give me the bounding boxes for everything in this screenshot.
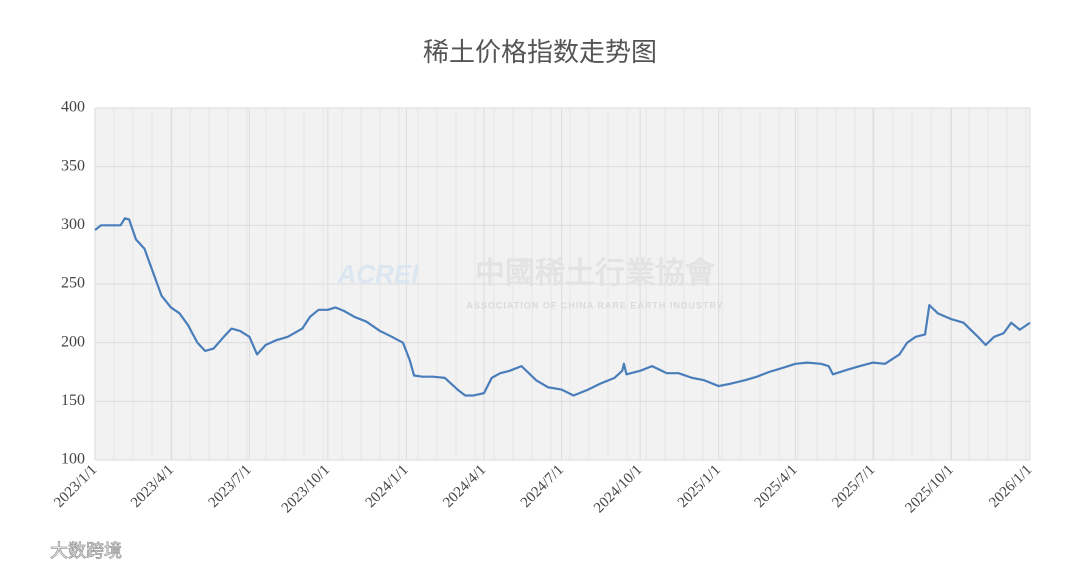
watermark-name: 中國稀土行業協會 xyxy=(475,256,716,290)
y-tick-label: 350 xyxy=(61,157,85,174)
chart-title: 稀土价格指数走势图 xyxy=(423,38,657,67)
y-tick-label: 250 xyxy=(61,275,85,292)
x-tick-label: 2023/4/1 xyxy=(128,462,177,511)
x-tick-label: 2024/1/1 xyxy=(363,462,412,511)
y-tick-label: 150 xyxy=(61,392,85,409)
watermark-logo: ACREI xyxy=(337,259,420,289)
x-tick-label: 2024/7/1 xyxy=(518,462,567,511)
x-tick-label: 2025/1/1 xyxy=(675,462,724,511)
x-tick-label: 2025/7/1 xyxy=(829,462,878,511)
x-tick-label: 2024/10/1 xyxy=(591,462,645,516)
x-tick-label: 2023/10/1 xyxy=(279,462,333,516)
x-tick-label: 2023/1/1 xyxy=(51,462,100,511)
x-tick-label: 2024/4/1 xyxy=(440,462,489,511)
y-tick-label: 200 xyxy=(61,333,85,350)
y-tick-label: 400 xyxy=(61,99,85,116)
source-mark: 大数跨境 xyxy=(50,541,122,562)
y-tick-label: 300 xyxy=(61,216,85,233)
x-tick-label: 2023/7/1 xyxy=(206,462,255,511)
x-tick-label: 2025/4/1 xyxy=(752,462,801,511)
data-line xyxy=(94,217,1031,397)
watermark-subtitle: ASSOCIATION OF CHINA RARE EARTH INDUSTRY xyxy=(466,300,723,310)
x-tick-label: 2026/1/1 xyxy=(986,462,1035,511)
x-tick-label: 2025/10/1 xyxy=(902,462,956,516)
y-tick-label: 100 xyxy=(61,451,85,468)
